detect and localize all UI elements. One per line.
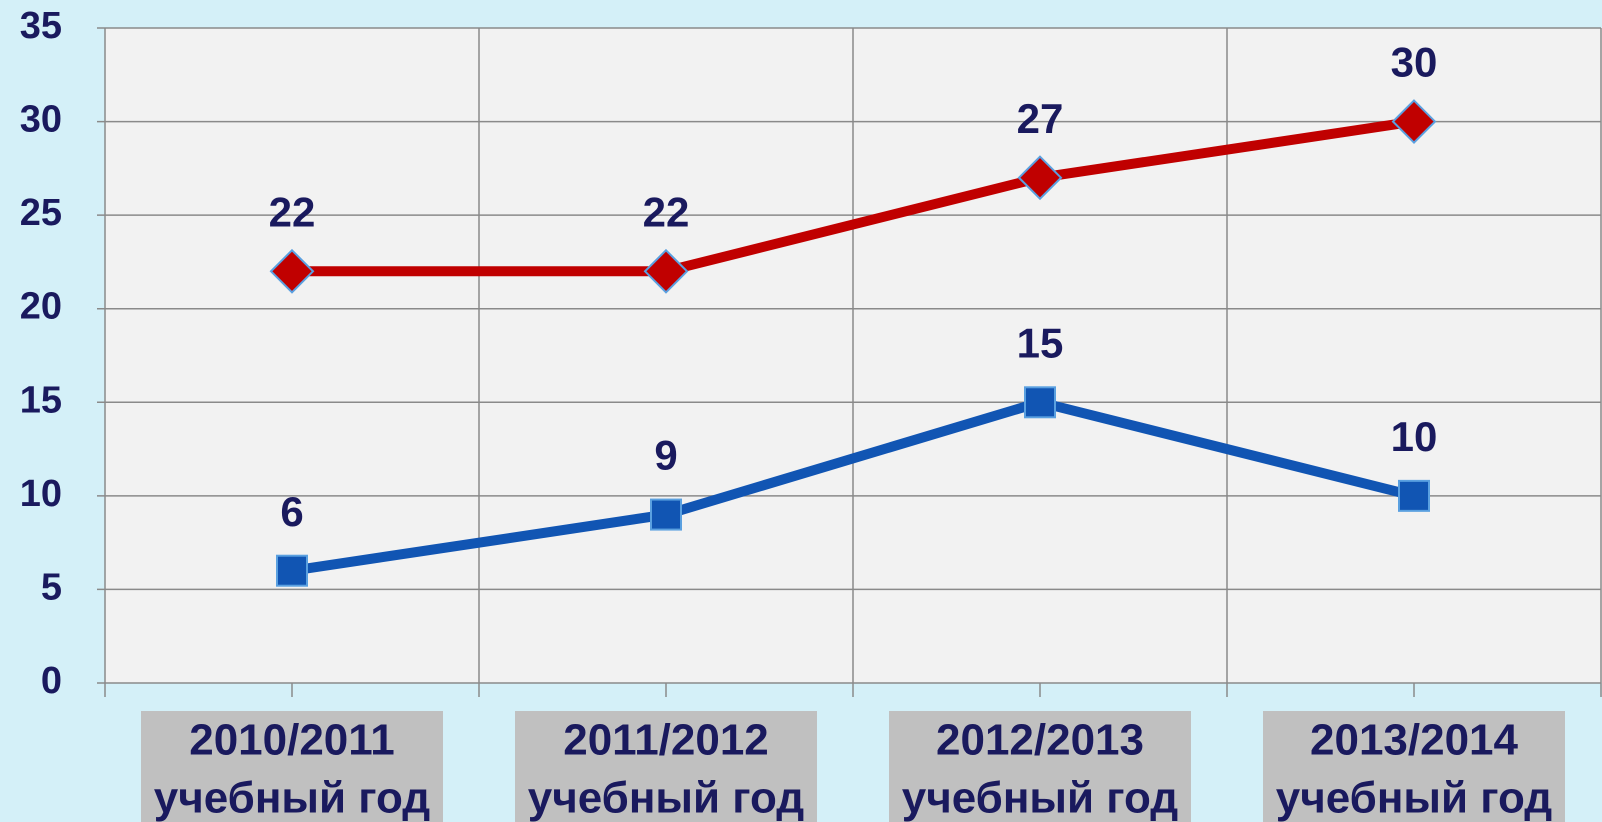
- marker: [1398, 479, 1430, 512]
- data-label: 6: [280, 488, 303, 535]
- marker: [269, 248, 315, 294]
- category-box: [141, 711, 443, 822]
- marker: [643, 248, 689, 294]
- data-label: 9: [654, 432, 677, 479]
- category-box: [889, 711, 1191, 822]
- category-box: [515, 711, 817, 822]
- x-tick-label: 2012/2013: [936, 716, 1144, 765]
- y-tick-label: 30: [20, 99, 62, 141]
- x-tick-label: учебный год: [528, 774, 805, 822]
- data-label: 27: [1017, 95, 1064, 142]
- x-tick-label: 2010/2011: [189, 716, 395, 765]
- data-label: 22: [269, 188, 316, 235]
- series-line: [291, 397, 1416, 576]
- marker: [276, 554, 308, 587]
- marker: [1391, 99, 1437, 144]
- marker: [1017, 155, 1063, 201]
- y-tick-label: 20: [20, 286, 62, 328]
- category-box: [1263, 711, 1565, 822]
- data-label: 22: [643, 188, 690, 235]
- x-tick-label: 2011/2012: [563, 716, 769, 765]
- x-tick-label: 2013/2014: [1310, 716, 1519, 765]
- y-tick-label: 25: [20, 192, 62, 234]
- y-tick-label: 0: [41, 660, 62, 702]
- data-label: 10: [1391, 413, 1438, 460]
- marker: [1024, 386, 1056, 419]
- x-tick-label: учебный год: [902, 774, 1179, 822]
- y-tick-label: 35: [20, 5, 62, 47]
- x-tick-label: учебный год: [1276, 774, 1553, 822]
- data-label: 30: [1391, 39, 1438, 86]
- y-tick-label: 5: [41, 566, 62, 608]
- y-tick-label: 15: [20, 379, 62, 421]
- y-tick-label: 10: [20, 473, 62, 515]
- x-tick-label: учебный год: [154, 774, 431, 822]
- series-line: [292, 116, 1415, 277]
- data-label: 15: [1017, 319, 1064, 366]
- marker: [650, 498, 682, 531]
